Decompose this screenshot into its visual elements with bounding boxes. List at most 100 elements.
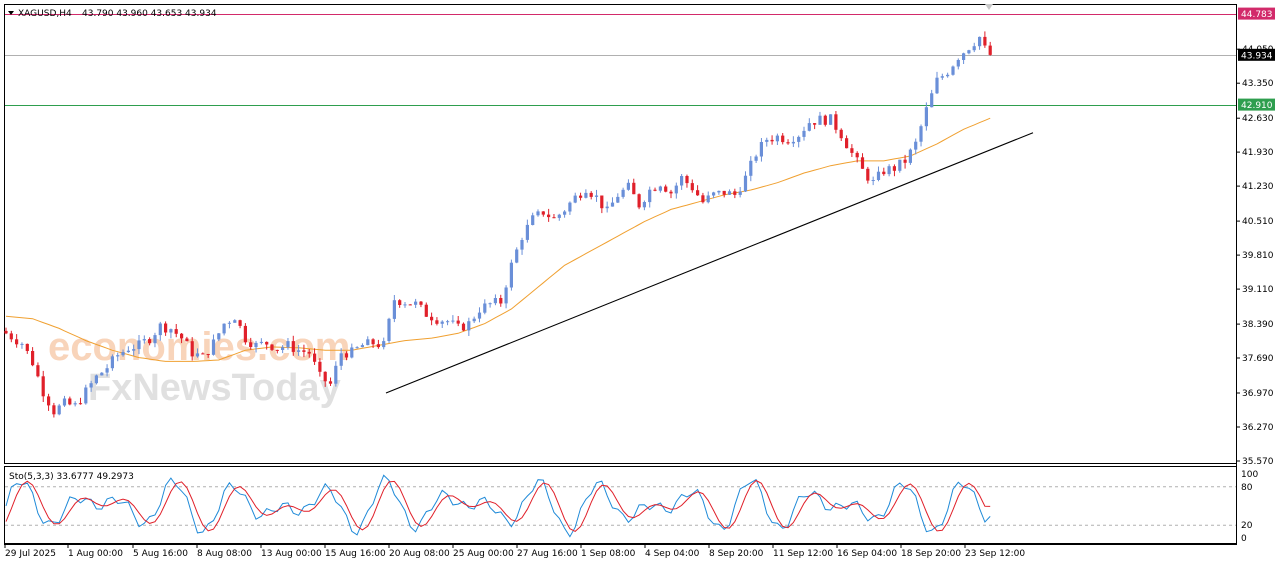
- trendline-group[interactable]: [385, 132, 1034, 394]
- candle-body: [962, 53, 966, 60]
- stoch-scale-label: 20: [1241, 521, 1253, 531]
- candle-body: [988, 45, 992, 55]
- candle-body: [366, 339, 370, 346]
- candle-body: [227, 322, 231, 324]
- time-tick-label: 23 Sep 12:00: [965, 549, 1025, 559]
- candle-body: [174, 329, 178, 334]
- moving-average-line: [5, 117, 991, 362]
- candle-body: [850, 148, 854, 153]
- stoch-signal-line: [5, 479, 991, 533]
- ohlc-values: 43.790 43.960 43.653 43.934: [82, 9, 217, 19]
- candle-body: [233, 320, 237, 323]
- time-tick-label: 25 Aug 00:00: [453, 549, 514, 559]
- candle-body: [243, 325, 247, 343]
- candle-body: [515, 249, 519, 263]
- candlesticks: [4, 31, 992, 418]
- candle-body: [472, 318, 476, 322]
- shift-marker-icon[interactable]: [985, 4, 993, 10]
- candle-body: [541, 211, 545, 215]
- candle-body: [690, 183, 694, 191]
- candle-body: [621, 189, 625, 197]
- candle-body: [339, 353, 343, 366]
- candle-body: [536, 211, 540, 216]
- candle-body: [222, 323, 226, 334]
- time-tick-label: 5 Aug 16:00: [133, 549, 188, 559]
- candle-body: [493, 298, 497, 304]
- candle-body: [387, 318, 391, 341]
- candle-body: [488, 303, 492, 305]
- candle-body: [121, 352, 125, 356]
- candle-body: [563, 211, 567, 215]
- collapse-triangle-icon[interactable]: [8, 11, 14, 15]
- candle-body: [946, 74, 950, 77]
- candle-body: [871, 180, 875, 181]
- candle-body: [4, 330, 8, 334]
- candle-body: [866, 168, 870, 181]
- candle-body: [834, 114, 838, 130]
- candle-body: [477, 312, 482, 319]
- candle-body: [892, 166, 896, 171]
- price-tick-label: 36.270: [1242, 423, 1274, 433]
- candle-body: [589, 192, 593, 197]
- candle-body: [983, 36, 987, 46]
- price-tick-label: 41.230: [1242, 182, 1274, 192]
- candle-body: [978, 36, 982, 47]
- candle-body: [717, 190, 721, 193]
- candle-body: [940, 76, 944, 78]
- candle-body: [823, 115, 827, 125]
- candle-body: [313, 353, 317, 362]
- candle-body: [435, 320, 439, 324]
- candle-body: [743, 175, 748, 192]
- candle-body: [137, 340, 141, 350]
- support-level-label: 42.910: [1241, 101, 1273, 111]
- candle-body: [839, 129, 843, 139]
- candle-body: [908, 149, 912, 163]
- candle-body: [323, 371, 327, 382]
- candle-body: [430, 316, 434, 321]
- time-tick-label: 29 Jul 2025: [5, 549, 56, 559]
- candle-body: [552, 217, 556, 219]
- candle-body: [206, 354, 210, 355]
- stoch-main-line: [5, 474, 991, 538]
- candle-body: [446, 321, 450, 323]
- candle-body: [680, 176, 684, 186]
- candle-body: [781, 135, 785, 143]
- time-tick-label: 13 Aug 00:00: [261, 549, 322, 559]
- watermark-economies: economies.com: [48, 325, 350, 369]
- candle-body: [706, 195, 710, 203]
- candle-body: [190, 341, 194, 357]
- candle-body: [392, 300, 396, 319]
- time-tick-label: 11 Sep 12:00: [773, 549, 833, 559]
- stoch-scale-label: 80: [1241, 483, 1253, 493]
- candle-body: [845, 138, 849, 149]
- candle-body: [302, 350, 306, 352]
- candle-body: [211, 339, 216, 355]
- current-price-label-box: [1238, 48, 1275, 61]
- price-tick-label: 43.350: [1242, 79, 1274, 89]
- candle-body: [829, 114, 833, 125]
- trendline[interactable]: [385, 132, 1034, 394]
- candle-body: [164, 323, 168, 333]
- price-tick-label: 42.630: [1242, 114, 1274, 124]
- candle-body: [281, 347, 285, 350]
- time-axis: 29 Jul 2025 1 Aug 00:00 5 Aug 16:00 8 Aug 0…: [4, 544, 1025, 559]
- candle-body: [653, 189, 657, 191]
- candle-body: [722, 190, 726, 195]
- candle-body: [525, 224, 529, 240]
- candle-body: [41, 376, 45, 397]
- candle-body: [701, 195, 705, 203]
- candle-body: [259, 341, 263, 343]
- candle-body: [376, 344, 380, 348]
- candle-body: [94, 375, 98, 384]
- candle-body: [286, 341, 290, 348]
- candle-body: [20, 343, 24, 345]
- watermark-fxnewstoday: FxNewsToday: [88, 367, 341, 409]
- candle-body: [195, 353, 200, 357]
- candle-body: [398, 300, 402, 305]
- candle-body: [47, 396, 51, 406]
- candle-body: [334, 365, 338, 384]
- candle-body: [924, 107, 928, 127]
- candle-body: [153, 335, 157, 344]
- candle-body: [674, 185, 678, 194]
